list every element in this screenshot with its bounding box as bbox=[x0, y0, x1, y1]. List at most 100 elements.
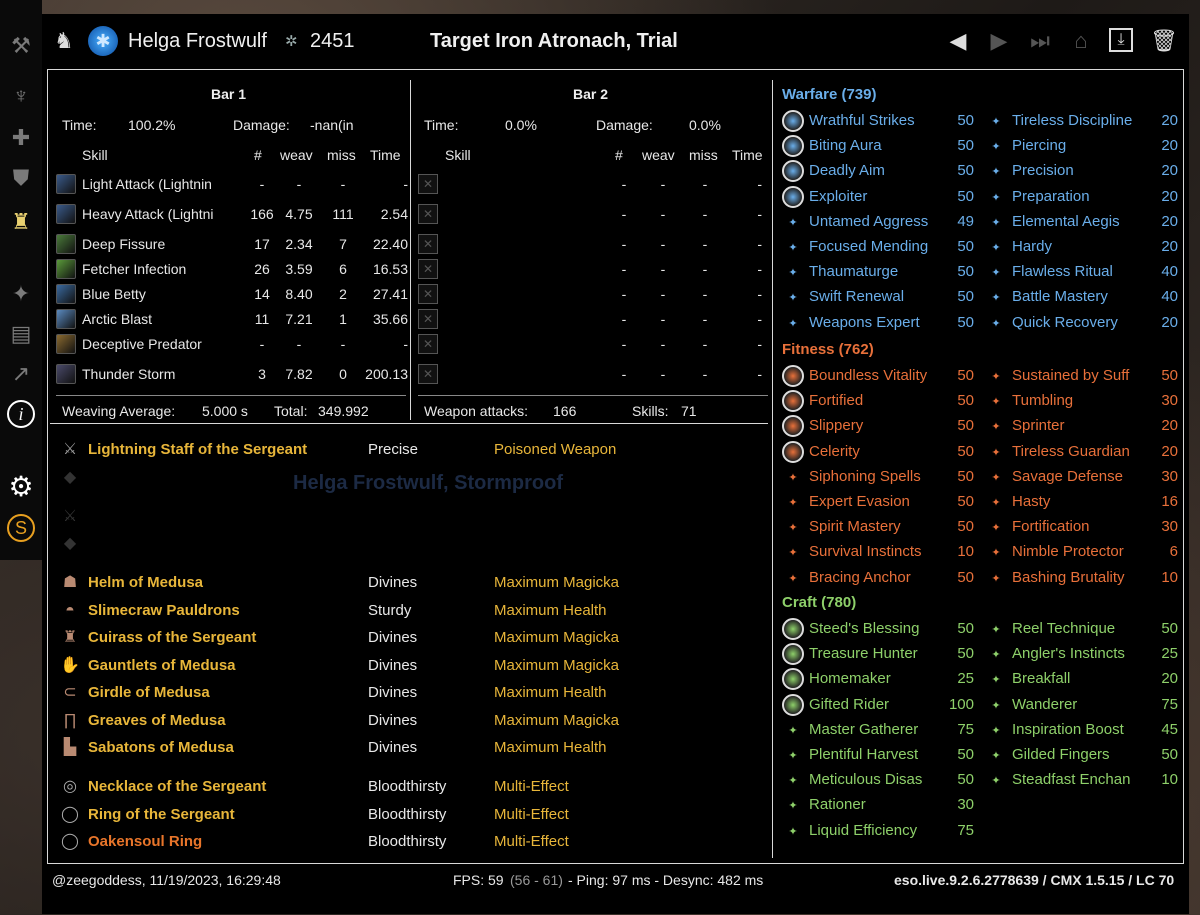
cp-skill-name[interactable]: Biting Aura bbox=[809, 137, 882, 155]
sidebar-tab-1-icon[interactable]: ⚒ bbox=[11, 33, 31, 58]
sidebar-tab-5-icon[interactable]: ✦ bbox=[11, 281, 31, 306]
prev-icon[interactable]: ◀ bbox=[949, 28, 967, 53]
cp-skill-name[interactable]: Hardy bbox=[1012, 238, 1053, 255]
cp-skill-name[interactable]: Steed's Blessing bbox=[809, 620, 920, 637]
cp-slotted-star-icon[interactable] bbox=[782, 135, 804, 158]
armor-name[interactable]: Cuirass of the Sergeant bbox=[88, 629, 257, 646]
cp-skill-name[interactable]: Siphoning Spells bbox=[809, 467, 921, 485]
cp-skill-name[interactable]: Slippery bbox=[809, 417, 864, 435]
crown-store-icon[interactable]: S bbox=[7, 514, 35, 542]
skill-time: - bbox=[757, 336, 762, 352]
cp-skill-name[interactable]: Hasty bbox=[1012, 493, 1051, 510]
skill-icon bbox=[56, 174, 76, 194]
cp-skill-name[interactable]: Sustained by Suff bbox=[1012, 367, 1130, 384]
cp-skill-name[interactable]: Fortified bbox=[809, 392, 864, 410]
cp-skill-name[interactable]: Deadly Aim bbox=[809, 162, 885, 180]
cp-slotted-star-icon[interactable] bbox=[782, 643, 804, 666]
cp-skill-name[interactable]: Tireless Guardian bbox=[1012, 442, 1130, 460]
jewelry-name[interactable]: Ring of the Sergeant bbox=[88, 805, 235, 823]
armor-name[interactable]: Helm of Medusa bbox=[88, 574, 204, 591]
cp-skill-name[interactable]: Angler's Instincts bbox=[1012, 645, 1125, 663]
cp-skill-name[interactable]: Steadfast Enchan bbox=[1012, 771, 1131, 789]
cp-slotted-star-icon[interactable] bbox=[782, 415, 804, 438]
cp-skill-name[interactable]: Quick Recovery bbox=[1012, 313, 1118, 331]
cp-skill-name[interactable]: Homemaker bbox=[809, 670, 891, 688]
cp-skill-name[interactable]: Elemental Aegis bbox=[1012, 212, 1120, 230]
cp-skill-name[interactable]: Gilded Fingers bbox=[1012, 746, 1110, 763]
cp-skill-name[interactable]: Rationer bbox=[809, 796, 866, 814]
cp-skill-value: 75 bbox=[957, 821, 974, 839]
cp-skill-name[interactable]: Sprinter bbox=[1012, 417, 1065, 435]
cp-skill-name[interactable]: Treasure Hunter bbox=[809, 645, 918, 663]
sidebar-tab-7-icon[interactable]: ↗ bbox=[11, 361, 31, 386]
cp-skill-name[interactable]: Flawless Ritual bbox=[1012, 263, 1113, 281]
skill-miss: - bbox=[702, 311, 708, 327]
sidebar-tab-4-icon[interactable]: ⛊ bbox=[12, 165, 30, 190]
cp-star-icon: ✦ bbox=[788, 800, 798, 813]
cp-skill-name[interactable]: Tireless Discipline bbox=[1012, 112, 1133, 129]
cp-skill-name[interactable]: Reel Technique bbox=[1012, 620, 1116, 637]
cp-skill-name[interactable]: Bracing Anchor bbox=[809, 568, 911, 586]
last-icon[interactable]: ⏭ bbox=[1030, 28, 1050, 53]
cp-skill-name[interactable]: Precision bbox=[1012, 162, 1074, 180]
sidebar-tab-group-icon[interactable]: ♜ bbox=[11, 209, 31, 234]
cp-skill-name[interactable]: Untamed Aggress bbox=[809, 212, 929, 230]
cp-skill-name[interactable]: Wrathful Strikes bbox=[809, 112, 915, 129]
cp-skill-name[interactable]: Piercing bbox=[1012, 137, 1067, 155]
sidebar-tab-6-icon[interactable]: ▤ bbox=[10, 321, 32, 346]
next-icon[interactable]: ▶ bbox=[990, 28, 1008, 53]
armor-name[interactable]: Girdle of Medusa bbox=[88, 684, 210, 701]
weapon-name[interactable]: Lightning Staff of the Sergeant bbox=[88, 441, 308, 458]
jewelry-name[interactable]: Oakensoul Ring bbox=[88, 833, 203, 850]
save-icon[interactable]: ⤓ bbox=[1109, 28, 1133, 52]
armor-name[interactable]: Sabatons of Medusa bbox=[88, 739, 234, 756]
cp-skill-name[interactable]: Nimble Protector bbox=[1012, 543, 1124, 561]
screenshot-icon[interactable]: ⌂ bbox=[1074, 28, 1088, 53]
cp-skill-name[interactable]: Swift Renewal bbox=[809, 288, 905, 306]
cp-slotted-star-icon[interactable] bbox=[782, 185, 804, 208]
cp-skill-name[interactable]: Wanderer bbox=[1012, 695, 1078, 713]
cp-skill-name[interactable]: Tumbling bbox=[1012, 392, 1074, 410]
trash-icon[interactable]: 🗑 bbox=[1150, 28, 1178, 53]
cp-skill-name[interactable]: Master Gatherer bbox=[809, 720, 919, 738]
skill-count: 17 bbox=[254, 236, 270, 252]
skill-time: 22.40 bbox=[372, 236, 408, 252]
cp-skill-name[interactable]: Liquid Efficiency bbox=[809, 821, 918, 839]
cp-slotted-star-icon[interactable] bbox=[782, 110, 804, 132]
cp-slotted-star-icon[interactable] bbox=[782, 618, 804, 640]
cp-skill-name[interactable]: Breakfall bbox=[1012, 670, 1071, 688]
cp-skill-name[interactable]: Spirit Mastery bbox=[809, 518, 901, 536]
armor-name[interactable]: Slimecraw Pauldrons bbox=[88, 601, 240, 619]
cp-skill-name[interactable]: Plentiful Harvest bbox=[809, 746, 919, 763]
cp-skill-name[interactable]: Focused Mending bbox=[809, 238, 929, 255]
cp-skill-name[interactable]: Battle Mastery bbox=[1012, 288, 1108, 306]
cp-skill-name[interactable]: Inspiration Boost bbox=[1012, 720, 1124, 738]
cp-skill-name[interactable]: Savage Defense bbox=[1012, 467, 1123, 485]
cp-skill-name[interactable]: Bashing Brutality bbox=[1012, 568, 1125, 586]
sidebar-tab-3-icon[interactable]: ✚ bbox=[11, 125, 31, 150]
cp-skill-name[interactable]: Fortification bbox=[1012, 518, 1090, 536]
armor-name[interactable]: Gauntlets of Medusa bbox=[88, 656, 236, 674]
cp-slotted-star-icon[interactable] bbox=[782, 693, 804, 716]
cp-slotted-star-icon[interactable] bbox=[782, 668, 804, 691]
settings-gear-icon[interactable]: ⚙ bbox=[8, 470, 34, 502]
weapon-attacks-value: 166 bbox=[553, 403, 577, 419]
armor-name[interactable]: Greaves of Medusa bbox=[88, 711, 226, 729]
cp-skill-name[interactable]: Expert Evasion bbox=[809, 493, 910, 510]
cp-skill-name[interactable]: Preparation bbox=[1012, 187, 1090, 205]
cp-slotted-star-icon[interactable] bbox=[782, 390, 804, 413]
cp-skill-name[interactable]: Gifted Rider bbox=[809, 695, 890, 713]
cp-skill-name[interactable]: Boundless Vitality bbox=[809, 367, 928, 384]
cp-slotted-star-icon[interactable] bbox=[782, 440, 804, 463]
cp-skill-name[interactable]: Weapons Expert bbox=[809, 313, 920, 331]
cp-skill-name[interactable]: Celerity bbox=[809, 442, 860, 460]
jewelry-name[interactable]: Necklace of the Sergeant bbox=[88, 778, 267, 795]
cp-skill-name[interactable]: Meticulous Disas bbox=[809, 771, 923, 789]
cp-skill-name[interactable]: Exploiter bbox=[809, 187, 868, 205]
cp-skill-name[interactable]: Thaumaturge bbox=[809, 263, 899, 281]
cp-skill-name[interactable]: Survival Instincts bbox=[809, 543, 922, 561]
info-icon[interactable]: i bbox=[7, 400, 35, 428]
cp-slotted-star-icon[interactable] bbox=[782, 365, 804, 387]
sidebar-tab-2-icon[interactable]: ♆ bbox=[12, 83, 30, 108]
cp-slotted-star-icon[interactable] bbox=[782, 160, 804, 183]
